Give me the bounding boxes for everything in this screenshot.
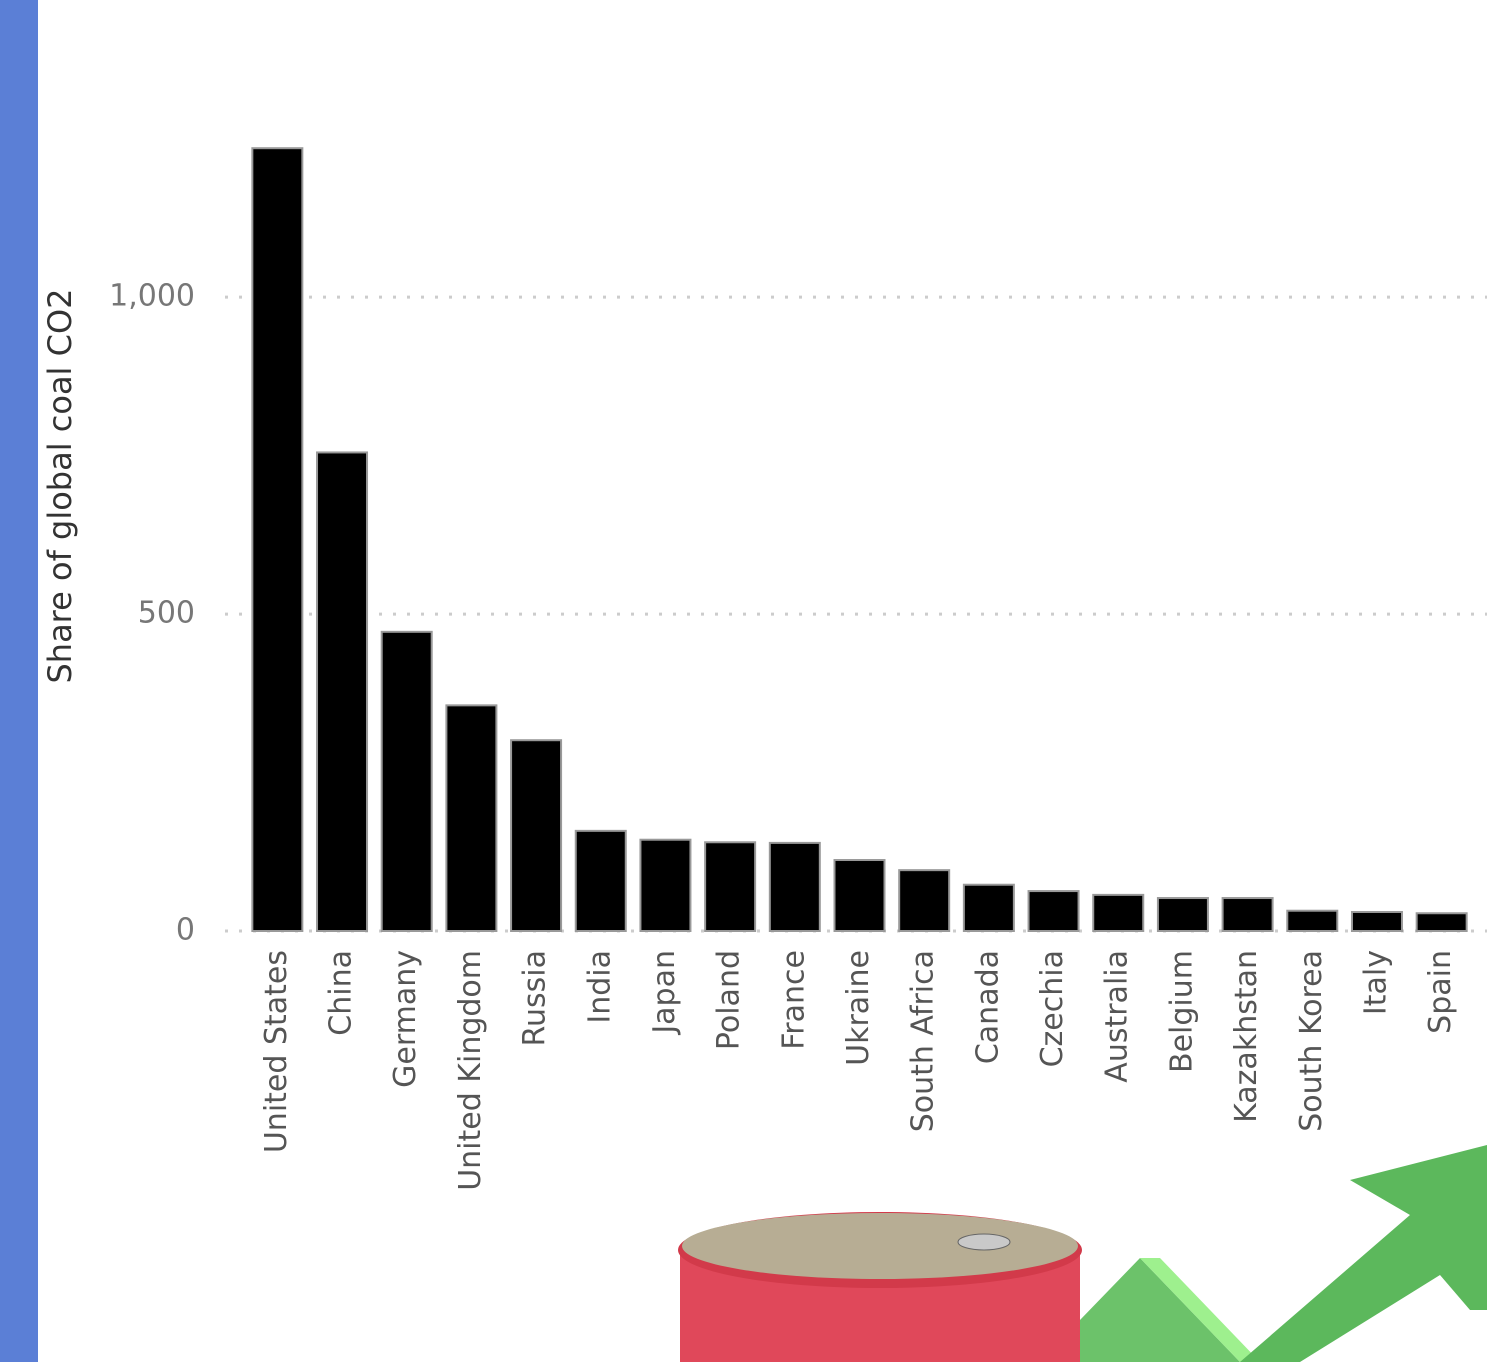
x-tick-label: Italy: [1358, 950, 1393, 1015]
x-tick-label: Czechia: [1035, 950, 1070, 1067]
x-tick-label: United Kingdom: [453, 950, 488, 1191]
x-tick-label: South Korea: [1294, 950, 1329, 1132]
bar: [833, 859, 886, 932]
bar: [704, 841, 757, 932]
decoration-barrel: [678, 1212, 1082, 1362]
bar: [1156, 897, 1209, 932]
bar: [898, 869, 951, 932]
decoration-arrow: [1080, 1145, 1487, 1362]
x-tick-label: Australia: [1100, 950, 1135, 1083]
bar: [574, 829, 627, 932]
bar: [445, 704, 498, 932]
x-tick-label: China: [324, 950, 359, 1036]
bar: [510, 739, 563, 932]
bar: [1221, 897, 1274, 932]
y-tick-label: 0: [176, 913, 195, 948]
bar: [1027, 890, 1080, 932]
bar: [380, 630, 433, 932]
y-axis-label: Share of global coal CO2: [41, 288, 79, 683]
x-tick-label: South Africa: [906, 950, 941, 1132]
x-tick-label: Spain: [1423, 950, 1458, 1034]
bar: [1092, 893, 1145, 933]
x-tick-label: Ukraine: [841, 950, 876, 1066]
bar: [316, 451, 369, 932]
bar: [768, 841, 821, 932]
x-tick-label: Belgium: [1164, 950, 1199, 1073]
x-tick-label: Russia: [518, 950, 553, 1047]
bar: [251, 147, 304, 932]
sidebar: [0, 0, 38, 1362]
bar: [962, 883, 1015, 933]
x-tick-label: Canada: [970, 950, 1005, 1064]
x-tick-label: United States: [259, 950, 294, 1153]
bar: [1286, 909, 1339, 932]
x-tick-label: France: [776, 950, 811, 1050]
bar: [1415, 912, 1468, 933]
y-tick-label: 1,000: [109, 279, 195, 314]
x-tick-label: Kazakhstan: [1229, 950, 1264, 1123]
x-tick-label: Germany: [388, 950, 423, 1088]
x-tick-label: India: [582, 950, 617, 1024]
bar: [639, 838, 692, 932]
y-tick-label: 500: [138, 596, 195, 631]
x-tick-label: Japan: [647, 950, 682, 1036]
bar: [1350, 910, 1403, 933]
x-tick-label: Poland: [712, 950, 747, 1050]
